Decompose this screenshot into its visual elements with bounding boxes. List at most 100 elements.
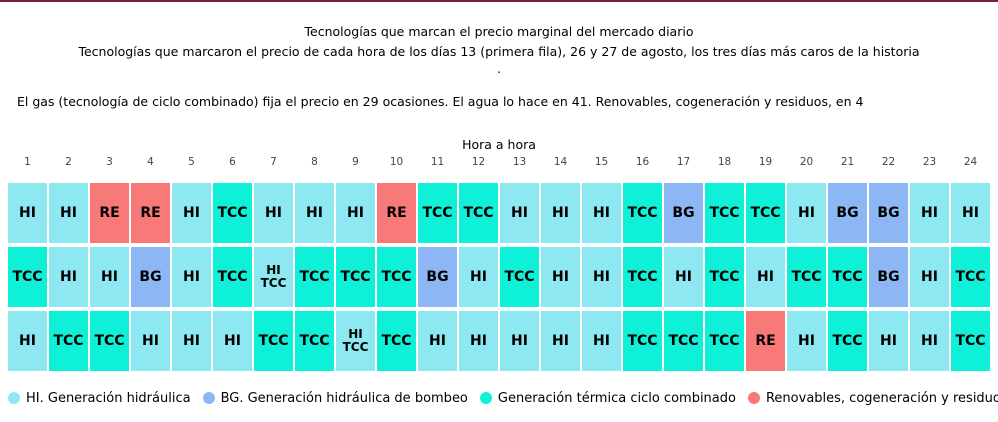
grid-cell: TCC xyxy=(787,247,826,307)
hour-label: 13 xyxy=(512,156,527,168)
chart-title: Tecnologías que marcan el precio margina… xyxy=(304,24,694,39)
grid-cell: HI xyxy=(254,183,293,243)
hour-label: 1 xyxy=(24,156,31,168)
separator-dot: . xyxy=(497,62,501,76)
hour-label: 12 xyxy=(471,156,486,168)
grid-cell: HI xyxy=(500,311,539,371)
hour-label: 8 xyxy=(311,156,318,168)
grid-cell: HI xyxy=(500,183,539,243)
grid-cell: HI TCC xyxy=(336,311,375,371)
hour-label: 16 xyxy=(635,156,650,168)
legend-swatch xyxy=(747,392,760,404)
grid-cell: BG xyxy=(869,247,908,307)
legend: HI. Generación hidráulica BG. Generación … xyxy=(8,388,998,408)
grid-cell: BG xyxy=(131,247,170,307)
grid-cell: RE xyxy=(746,311,785,371)
grid-cell: HI xyxy=(459,311,498,371)
grid-cell: TCC xyxy=(8,247,47,307)
grid-cell: HI xyxy=(8,183,47,243)
grid-cell: TCC xyxy=(213,247,252,307)
grid-cell: HI xyxy=(582,247,621,307)
chart-subtitle: Tecnologías que marcaron el precio de ca… xyxy=(78,44,920,59)
hour-label: 24 xyxy=(963,156,978,168)
grid-cell: HI xyxy=(910,311,949,371)
hour-label: 14 xyxy=(553,156,568,168)
grid-cell: HI xyxy=(172,247,211,307)
grid-cell: HI TCC xyxy=(254,247,293,307)
grid-cell: TCC xyxy=(623,183,662,243)
grid-cell: TCC xyxy=(213,183,252,243)
grid-cell: HI xyxy=(951,183,990,243)
grid-cell: HI xyxy=(49,183,88,243)
grid-cell: HI xyxy=(172,311,211,371)
grid-cell: RE xyxy=(90,183,129,243)
grid-cell: TCC xyxy=(705,247,744,307)
grid-cell: TCC xyxy=(623,247,662,307)
hour-label: 5 xyxy=(188,156,195,168)
grid-cell: TCC xyxy=(295,247,334,307)
grid-cell: HI xyxy=(541,183,580,243)
grid-cell: TCC xyxy=(90,311,129,371)
hour-label: 3 xyxy=(106,156,113,168)
grid-cell: HI xyxy=(787,311,826,371)
grid-cell: TCC xyxy=(295,311,334,371)
legend-swatch xyxy=(8,392,20,404)
hour-label: 2 xyxy=(65,156,72,168)
hour-label: 22 xyxy=(881,156,896,168)
grid-cell: TCC xyxy=(828,247,867,307)
grid-cell: TCC xyxy=(664,311,703,371)
chart-note: El gas (tecnología de ciclo combinado) f… xyxy=(17,94,864,109)
grid-cell: HI xyxy=(582,183,621,243)
grid-cell: TCC xyxy=(377,311,416,371)
legend-item: Generación térmica ciclo combinado xyxy=(479,390,736,406)
grid-cell: RE xyxy=(377,183,416,243)
hour-label: 20 xyxy=(799,156,814,168)
grid-cell: TCC xyxy=(254,311,293,371)
grid-cell: HI xyxy=(295,183,334,243)
grid-cell: TCC xyxy=(49,311,88,371)
grid-cell: HI xyxy=(90,247,129,307)
grid-cell: HI xyxy=(541,311,580,371)
grid-cell: BG xyxy=(418,247,457,307)
grid-cell: HI xyxy=(910,183,949,243)
grid-cell: HI xyxy=(664,247,703,307)
grid-cell: TCC xyxy=(336,247,375,307)
hour-label: 9 xyxy=(352,156,359,168)
grid-cell: RE xyxy=(131,183,170,243)
hour-label: 18 xyxy=(717,156,732,168)
hour-label: 11 xyxy=(430,156,445,168)
grid-cell: HI xyxy=(213,311,252,371)
legend-item: Renovables, cogeneración y residuos xyxy=(747,390,998,406)
grid-cell: TCC xyxy=(705,183,744,243)
hour-label: 19 xyxy=(758,156,773,168)
grid-cell: TCC xyxy=(951,247,990,307)
hour-label: 4 xyxy=(147,156,154,168)
grid-cell: TCC xyxy=(746,183,785,243)
x-axis-title: Hora a hora xyxy=(462,137,536,152)
grid-cell: TCC xyxy=(623,311,662,371)
legend-swatch xyxy=(479,392,492,404)
grid-cell: HI xyxy=(787,183,826,243)
hour-label: 7 xyxy=(270,156,277,168)
grid-cell: HI xyxy=(869,311,908,371)
grid-cell: HI xyxy=(131,311,170,371)
legend-item: HI. Generación hidráulica xyxy=(8,391,191,406)
hour-label: 21 xyxy=(840,156,855,168)
hour-label: 23 xyxy=(922,156,937,168)
grid-cell: BG xyxy=(828,183,867,243)
legend-label: BG. Generación hidráulica de bombeo xyxy=(220,390,468,406)
hour-label: 10 xyxy=(389,156,404,168)
legend-item: BG. Generación hidráulica de bombeo xyxy=(202,390,468,406)
grid-cell: HI xyxy=(582,311,621,371)
grid-cell: HI xyxy=(8,311,47,371)
grid-cell: TCC xyxy=(500,247,539,307)
grid-cell: TCC xyxy=(459,183,498,243)
grid-cell: HI xyxy=(336,183,375,243)
grid-cell: HI xyxy=(541,247,580,307)
top-rule xyxy=(0,0,998,2)
legend-label: HI. Generación hidráulica xyxy=(26,390,191,406)
grid-cell: BG xyxy=(869,183,908,243)
legend-label: Generación térmica ciclo combinado xyxy=(497,390,736,406)
legend-label: Renovables, cogeneración y residuos xyxy=(765,390,998,406)
grid-cell: HI xyxy=(459,247,498,307)
